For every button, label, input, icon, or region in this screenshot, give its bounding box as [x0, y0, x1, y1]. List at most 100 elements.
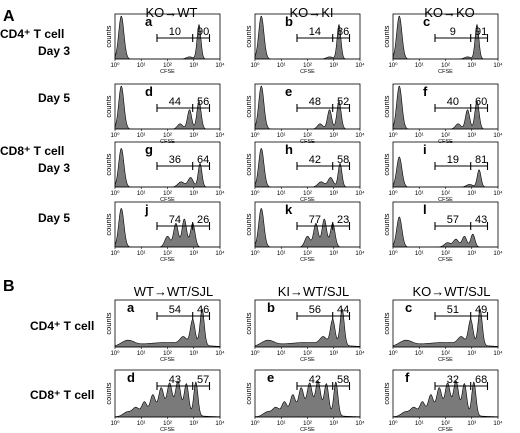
x-tick-label: 10¹ [137, 251, 146, 257]
x-tick-label: 10² [441, 191, 450, 197]
x-tick-label: 10⁰ [110, 190, 120, 197]
histogram-area [114, 380, 221, 418]
x-axis-label: CFSE [438, 257, 453, 263]
row-label: Day 3 [38, 161, 70, 175]
x-tick-label: 10² [163, 133, 172, 139]
panel-letter: f [423, 84, 428, 99]
row-label: Day 3 [38, 44, 70, 58]
gate-right-value: 60 [475, 96, 487, 108]
x-tick-label: 10⁴ [493, 62, 503, 69]
gate-left-value: 54 [169, 304, 181, 316]
x-tick-label: 10³ [467, 251, 476, 257]
gate-right-value: 43 [475, 214, 487, 226]
x-tick-label: 10⁰ [250, 420, 260, 427]
row-label: CD8⁺ T cell [30, 388, 94, 402]
gate-right-value: 90 [197, 26, 209, 38]
y-axis-label: counts [382, 312, 391, 334]
x-tick-label: 10² [163, 63, 172, 69]
y-axis-label: counts [382, 25, 391, 47]
x-tick-label: 10⁰ [250, 62, 260, 69]
panel-letter: f [405, 370, 410, 385]
panel-letter: c [423, 14, 430, 29]
gate-right-value: 86 [337, 26, 349, 38]
column-header: KI→WT/SJL [278, 284, 350, 299]
x-tick-label: 10¹ [415, 421, 424, 427]
x-tick-label: 10³ [329, 133, 338, 139]
x-tick-label: 10¹ [137, 133, 146, 139]
x-tick-label: 10⁰ [250, 190, 260, 197]
gate-left-value: 40 [447, 96, 459, 108]
panel-letter: a [145, 14, 153, 29]
gate-left-value: 43 [169, 374, 181, 386]
y-axis-label: counts [104, 312, 113, 334]
panel-letter: b [285, 14, 293, 29]
x-tick-label: 10⁴ [355, 250, 365, 257]
x-axis-label: CFSE [160, 357, 175, 363]
row-label: Day 5 [38, 211, 70, 225]
x-tick-label: 10² [303, 191, 312, 197]
x-tick-label: 10⁴ [355, 62, 365, 69]
row-label: CD4⁺ T cell [0, 27, 64, 41]
x-tick-label: 10¹ [277, 191, 286, 197]
row-label: Day 5 [38, 91, 70, 105]
gate-right-value: 44 [337, 304, 349, 316]
gate-left-value: 19 [447, 154, 459, 166]
y-axis-label: counts [382, 95, 391, 117]
x-tick-label: 10² [163, 351, 172, 357]
x-axis-label: CFSE [438, 197, 453, 203]
x-tick-label: 10³ [329, 191, 338, 197]
x-tick-label: 10⁰ [110, 250, 120, 257]
x-tick-label: 10⁴ [355, 420, 365, 427]
x-tick-label: 10¹ [137, 351, 146, 357]
x-tick-label: 10³ [467, 63, 476, 69]
x-tick-label: 10² [163, 251, 172, 257]
x-tick-label: 10³ [189, 63, 198, 69]
histogram-panel-A-h: counts 10⁰ 10¹ 10² 10³ 10⁴ CFSE h 42 58 [244, 141, 365, 203]
x-tick-label: 10² [441, 133, 450, 139]
x-tick-label: 10¹ [415, 251, 424, 257]
gate-left-value: 10 [169, 26, 181, 38]
x-tick-label: 10⁰ [250, 350, 260, 357]
y-axis-label: counts [244, 25, 253, 47]
histogram-panel-B-f: counts 10⁰ 10¹ 10² 10³ 10⁴ CFSE f 32 68 [382, 369, 503, 433]
x-axis-label: CFSE [160, 427, 175, 433]
panel-letter: g [145, 142, 153, 157]
x-axis-label: CFSE [300, 69, 315, 75]
gate-left-value: 74 [169, 214, 181, 226]
panel-letter: c [405, 300, 412, 315]
gate-right-value: 57 [197, 374, 209, 386]
x-tick-label: 10² [441, 63, 450, 69]
x-axis-label: CFSE [300, 197, 315, 203]
gate-left-value: 9 [450, 26, 456, 38]
column-header: KO→WT [146, 5, 198, 20]
x-tick-label: 10⁰ [250, 250, 260, 257]
y-axis-label: counts [104, 25, 113, 47]
row-label: CD8⁺ T cell [0, 144, 64, 158]
x-tick-label: 10⁴ [355, 350, 365, 357]
x-tick-label: 10¹ [137, 191, 146, 197]
x-tick-label: 10⁰ [388, 62, 398, 69]
gate-right-value: 46 [197, 304, 209, 316]
x-tick-label: 10¹ [277, 63, 286, 69]
x-tick-label: 10³ [467, 191, 476, 197]
y-axis-label: counts [382, 213, 391, 235]
y-axis-label: counts [104, 213, 113, 235]
x-axis-label: CFSE [300, 257, 315, 263]
gate-left-value: 14 [309, 26, 321, 38]
x-tick-label: 10³ [189, 191, 198, 197]
gate-right-value: 52 [337, 96, 349, 108]
panel-letter: b [267, 300, 275, 315]
section-a-letter: A [3, 8, 15, 25]
x-tick-label: 10⁴ [493, 190, 503, 197]
gate-left-value: 57 [447, 214, 459, 226]
column-header: KO→WT/SJL [412, 284, 490, 299]
x-tick-label: 10¹ [277, 421, 286, 427]
gate-left-value: 36 [169, 154, 181, 166]
x-tick-label: 10² [163, 421, 172, 427]
x-tick-label: 10⁴ [215, 190, 225, 197]
y-axis-label: counts [104, 153, 113, 175]
histogram-panel-B-a: counts 10⁰ 10¹ 10² 10³ 10⁴ CFSE a 54 46 [104, 299, 225, 363]
histogram-panel-A-b: counts 10⁰ 10¹ 10² 10³ 10⁴ CFSE b 14 86 [244, 13, 365, 75]
